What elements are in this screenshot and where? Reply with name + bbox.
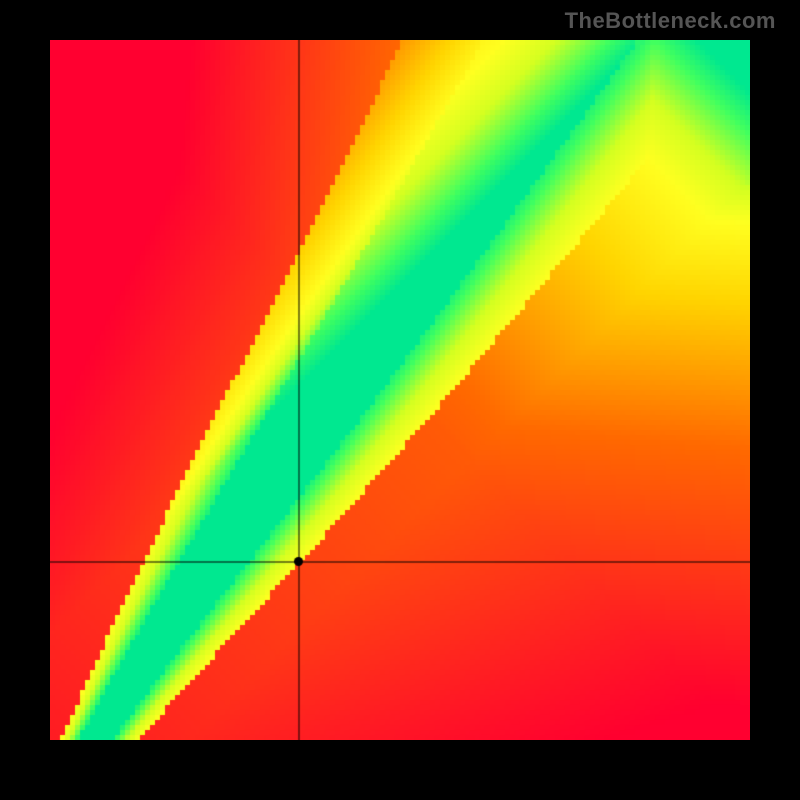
watermark-text: TheBottleneck.com bbox=[565, 8, 776, 34]
heatmap-canvas bbox=[50, 40, 750, 740]
